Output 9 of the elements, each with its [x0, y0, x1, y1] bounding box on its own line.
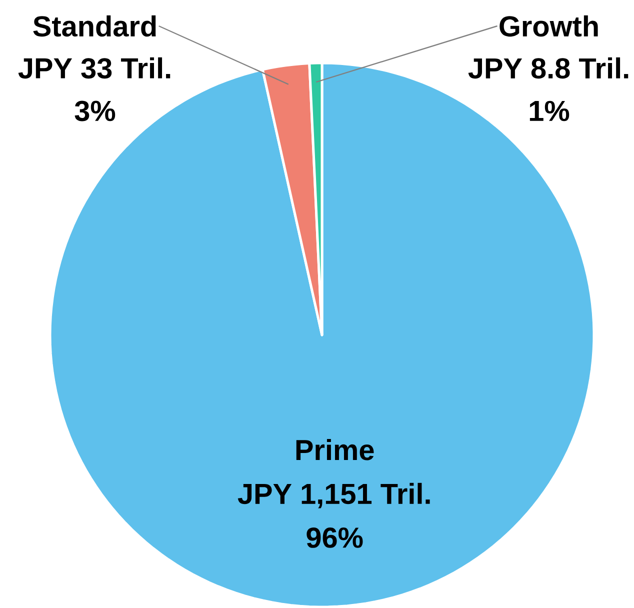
text: 3% [74, 100, 116, 122]
slice-label: Prime [296, 438, 374, 460]
data-label: JPY 1,151 Tril. [238, 482, 430, 508]
text: 96% [306, 527, 363, 548]
slice-label: Standard [33, 15, 156, 36]
text: 1% [530, 100, 570, 122]
slice-label: Growth [500, 15, 598, 36]
data-label: JPY 33 Tril. [18, 57, 170, 79]
data-label: JPY 8.8 Tril. [468, 57, 628, 78]
